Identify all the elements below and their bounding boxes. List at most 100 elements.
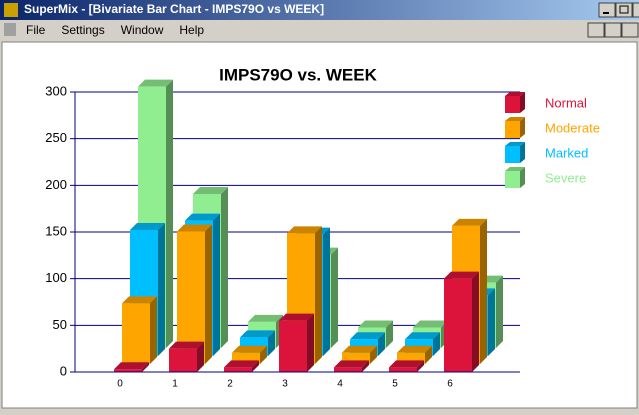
- bar-top: [287, 226, 322, 234]
- x-tick-label: 1: [172, 379, 178, 390]
- y-tick-label: 50: [53, 317, 67, 332]
- chart: 0 50 100 150 200 250 300 0 1 2 3 4 5 6 Normal Moderate M…: [45, 79, 600, 390]
- bar: [279, 320, 307, 372]
- menu-item[interactable]: Help: [179, 23, 204, 37]
- menu-item[interactable]: Settings: [61, 23, 104, 37]
- bar-top: [444, 271, 479, 279]
- bar-side: [417, 360, 424, 372]
- bar-top: [185, 213, 220, 221]
- y-tick-label: 200: [45, 177, 67, 192]
- close-button[interactable]: [632, 2, 639, 18]
- bar-side: [205, 224, 212, 364]
- bar-side: [331, 247, 338, 348]
- bar-side: [370, 345, 377, 364]
- bar-side: [268, 330, 275, 356]
- bar: [114, 369, 142, 372]
- y-tick-label: 250: [45, 130, 67, 145]
- bar-top: [358, 320, 393, 328]
- menu-item[interactable]: File: [26, 23, 46, 37]
- x-tick-label: 3: [282, 379, 288, 390]
- legend-swatch-side: [520, 167, 525, 188]
- bar-top: [114, 362, 149, 370]
- bar: [224, 367, 252, 372]
- bar-side: [307, 313, 314, 372]
- bar-top: [130, 223, 165, 230]
- doc-icon: [4, 23, 16, 36]
- chart-title: IMPS79O vs. WEEK: [219, 65, 377, 84]
- y-tick-label: 100: [45, 270, 67, 285]
- bar-top: [193, 187, 228, 194]
- bar-side: [378, 332, 385, 356]
- bar-side: [323, 227, 330, 356]
- bar-top: [405, 332, 440, 340]
- legend-swatch: [505, 96, 520, 113]
- maximize-button[interactable]: [615, 2, 633, 18]
- bar-side: [252, 360, 259, 372]
- bar-side: [150, 296, 157, 364]
- menu: File Settings Window Help: [26, 23, 204, 37]
- bar-top: [452, 218, 487, 226]
- bar: [389, 367, 417, 372]
- bar-side: [221, 187, 228, 348]
- x-tick-label: 0: [117, 379, 123, 390]
- bar-side: [260, 345, 267, 364]
- bar-side: [315, 226, 322, 364]
- bar: [397, 352, 425, 364]
- child-restore[interactable]: [604, 22, 622, 38]
- x-tick-label: 4: [337, 379, 343, 390]
- child-minimize[interactable]: [587, 22, 605, 38]
- legend-label: Moderate: [545, 120, 600, 135]
- mdi-controls: [587, 22, 639, 38]
- bar: [334, 367, 362, 372]
- bar: [444, 278, 472, 372]
- legend-label: Marked: [545, 145, 588, 160]
- bar-side: [496, 275, 503, 348]
- bar-side: [197, 341, 204, 372]
- menu-item[interactable]: Window: [121, 23, 164, 37]
- minimize-button[interactable]: [598, 2, 616, 18]
- child-close[interactable]: [621, 22, 639, 38]
- legend-swatch-top: [505, 117, 525, 121]
- window-controls: [598, 2, 639, 18]
- y-tick-label: 300: [45, 83, 67, 98]
- bar: [122, 303, 150, 364]
- bar-side: [213, 213, 220, 356]
- legend-swatch: [505, 146, 520, 163]
- maximize-glyph: [619, 5, 629, 14]
- y-tick-label: 0: [60, 363, 67, 378]
- bar-side: [480, 218, 487, 364]
- legend-swatch: [505, 171, 520, 188]
- bar-top: [413, 320, 448, 328]
- bar-top: [334, 360, 369, 368]
- bar-top: [232, 345, 267, 353]
- legend-swatch-top: [505, 92, 525, 96]
- legend-swatch-side: [520, 117, 525, 138]
- bar: [232, 352, 260, 364]
- app-icon: [4, 3, 18, 17]
- legend-label: Severe: [545, 170, 586, 185]
- bar: [169, 348, 197, 372]
- bar-side: [142, 362, 149, 372]
- bar-top: [224, 360, 259, 368]
- bar-top: [169, 341, 204, 349]
- bar-side: [158, 223, 165, 356]
- bar: [342, 352, 370, 364]
- legend-swatch: [505, 121, 520, 138]
- menu-bar: [0, 20, 639, 40]
- bar-side: [166, 79, 173, 349]
- bar-side: [425, 345, 432, 364]
- y-tick-label: 150: [45, 223, 67, 238]
- bar-top: [397, 345, 432, 353]
- legend-swatch-top: [505, 167, 525, 171]
- bar-side: [433, 332, 440, 356]
- title-bar: [0, 0, 639, 20]
- window-title: SuperMix - [Bivariate Bar Chart - IMPS79…: [24, 2, 324, 16]
- bar-top: [240, 330, 275, 338]
- bar-top: [122, 296, 157, 304]
- bar-top: [350, 332, 385, 340]
- bar-top: [138, 79, 173, 87]
- bar-side: [472, 271, 479, 372]
- legend-swatch-side: [520, 142, 525, 163]
- x-tick-label: 2: [227, 379, 233, 390]
